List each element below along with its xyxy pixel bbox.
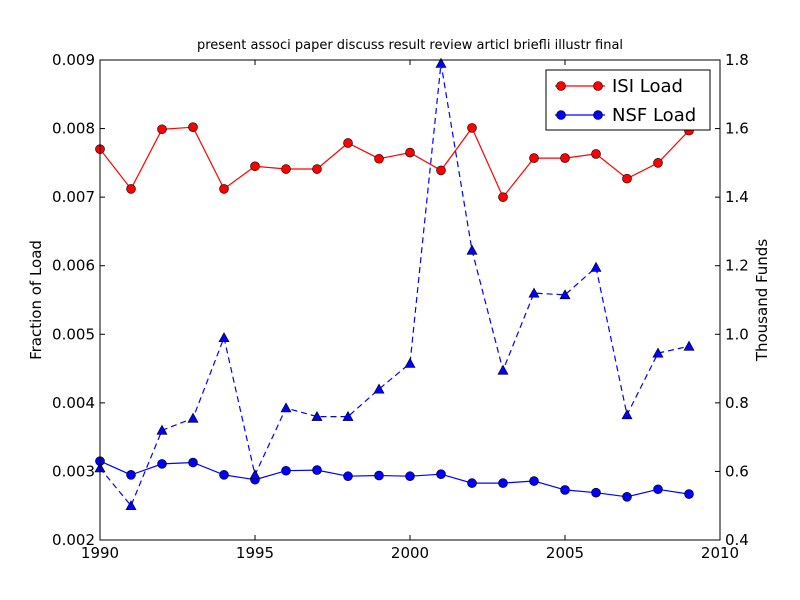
point-isi-load	[436, 165, 446, 176]
y-axis-left: 0.002 0.003 0.004 0.005 0.006 0.007 0.008 0.009	[52, 51, 105, 549]
legend-label-isi: ISI Load	[612, 76, 683, 97]
point-isi-load	[653, 158, 663, 168]
legend: ISI Load NSF Load	[545, 69, 711, 131]
point-isi-load	[281, 164, 291, 174]
point-series-right-dashed	[342, 410, 354, 421]
y-tick-label-right: 0.8	[725, 394, 749, 412]
x-tick-label: 2005	[546, 544, 584, 562]
point-nsf-load	[684, 489, 694, 499]
y-tick-label-left: 0.005	[52, 325, 95, 343]
legend-marker-nsf	[593, 110, 603, 120]
y-tick-label-right: 1.4	[725, 188, 749, 206]
point-series-right-dashed	[218, 332, 230, 343]
y-tick-label-right: 1.2	[725, 257, 749, 275]
y-tick-label-left: 0.002	[52, 531, 95, 549]
point-nsf-load	[343, 471, 353, 482]
y-tick-label-left: 0.009	[52, 51, 95, 69]
y-tick-label-left: 0.008	[52, 120, 95, 138]
point-nsf-load	[188, 457, 198, 468]
point-isi-load	[343, 138, 353, 148]
legend-marker-isi	[593, 81, 603, 91]
x-tick-label: 2010	[701, 544, 739, 562]
point-isi-load	[219, 184, 229, 194]
point-series-right-dashed	[528, 287, 540, 298]
point-nsf-load	[529, 476, 539, 486]
point-isi-load	[250, 161, 260, 172]
point-isi-load	[622, 173, 632, 184]
point-isi-load	[126, 184, 136, 194]
legend-label-nsf: NSF Load	[612, 105, 696, 126]
plot-lines	[99, 63, 690, 507]
y-tick-label-left: 0.006	[52, 257, 95, 275]
y-tick-label-right: 0.4	[725, 531, 749, 549]
series-line-series-right-dashed	[99, 63, 690, 507]
point-nsf-load	[653, 484, 663, 495]
point-series-right-dashed	[156, 424, 168, 435]
x-tick-label: 1995	[236, 544, 274, 562]
point-series-right-dashed	[311, 410, 323, 421]
point-series-right-dashed	[187, 412, 199, 423]
point-series-right-dashed	[590, 261, 602, 272]
y-tick-label-left: 0.004	[52, 394, 95, 412]
point-nsf-load	[405, 471, 415, 482]
y-tick-label-right: 1.8	[725, 51, 749, 69]
point-isi-load	[188, 122, 198, 132]
y-axis-label-left: Fraction of Load	[27, 240, 45, 360]
legend-marker-nsf	[556, 110, 566, 120]
x-tick-label: 1990	[81, 544, 119, 562]
point-isi-load	[405, 147, 415, 158]
point-nsf-load	[312, 465, 322, 475]
point-series-right-dashed	[125, 500, 137, 511]
point-isi-load	[312, 164, 322, 174]
point-isi-load	[529, 153, 539, 163]
point-series-right-dashed	[466, 244, 478, 255]
point-series-right-dashed	[683, 340, 695, 351]
point-nsf-load	[157, 459, 167, 469]
plot-markers	[94, 57, 695, 511]
plot-frame	[99, 59, 721, 541]
point-nsf-load	[622, 491, 632, 502]
point-nsf-load	[436, 469, 446, 479]
point-series-right-dashed	[559, 289, 571, 300]
series-line-nsf-load	[99, 460, 690, 498]
point-nsf-load	[281, 465, 291, 476]
point-isi-load	[498, 192, 508, 202]
point-isi-load	[591, 149, 601, 159]
y-tick-label-left: 0.007	[52, 188, 95, 206]
legend-frame	[545, 69, 711, 131]
point-isi-load	[467, 123, 477, 133]
point-nsf-load	[560, 485, 570, 495]
point-nsf-load	[498, 478, 508, 488]
point-series-right-dashed	[249, 469, 261, 480]
point-nsf-load	[219, 470, 229, 480]
point-isi-load	[560, 153, 570, 163]
series-line-isi-load	[99, 126, 690, 199]
point-nsf-load	[467, 478, 477, 488]
point-series-right-dashed	[621, 409, 633, 420]
y-axis-right: 0.4 0.6 0.8 1.0 1.2 1.4 1.6 1.8	[715, 51, 749, 549]
point-series-right-dashed	[404, 357, 416, 368]
y-tick-label-right: 1.0	[725, 325, 749, 343]
point-series-right-dashed	[652, 347, 664, 358]
point-series-right-dashed	[280, 402, 292, 413]
x-axis: 1990 1995 2000 2005 2010	[81, 60, 739, 562]
point-isi-load	[374, 153, 384, 164]
point-nsf-load	[126, 470, 136, 480]
point-series-right-dashed	[435, 57, 447, 68]
point-nsf-load	[591, 487, 601, 498]
point-series-right-dashed	[373, 383, 385, 394]
x-tick-label: 2000	[391, 544, 429, 562]
y-tick-label-right: 1.6	[725, 120, 749, 138]
legend-marker-isi	[556, 81, 566, 91]
point-series-right-dashed	[497, 364, 509, 375]
point-isi-load	[157, 124, 167, 135]
y-tick-label-left: 0.003	[52, 462, 95, 480]
y-tick-label-right: 0.6	[725, 462, 749, 480]
chart-title: present associ paper discuss result revi…	[197, 38, 623, 53]
point-nsf-load	[374, 470, 384, 481]
y-axis-label-right: Thousand Funds	[753, 239, 771, 362]
